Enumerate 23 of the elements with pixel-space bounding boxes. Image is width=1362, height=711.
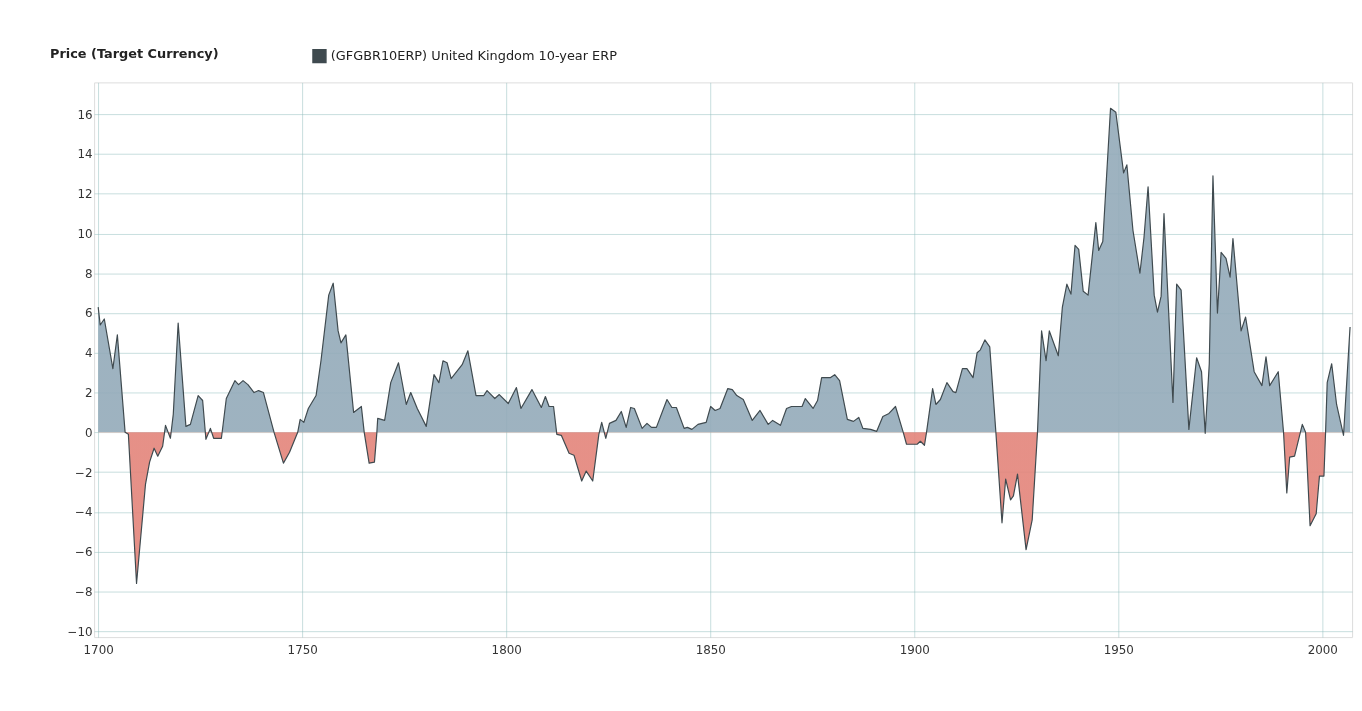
x-tick-label: 1750 <box>287 643 318 658</box>
y-tick-label: 14 <box>77 147 93 162</box>
x-tick-label: 1950 <box>1103 643 1134 658</box>
legend-label: (GFGBR10ERP) United Kingdom 10-year ERP <box>330 48 618 64</box>
y-tick-label: 2 <box>85 386 93 401</box>
x-tick-label: 2000 <box>1307 643 1338 658</box>
x-tick-label: 1700 <box>83 643 114 658</box>
x-tick-label: 1800 <box>491 643 522 658</box>
y-tick-label: 0 <box>85 425 93 440</box>
y-tick-label: −4 <box>75 505 93 520</box>
x-tick-label: 1850 <box>695 643 726 658</box>
y-tick-label: −8 <box>75 584 93 599</box>
y-tick-label: 8 <box>85 266 93 281</box>
y-tick-label: 6 <box>85 306 93 321</box>
y-tick-label: 10 <box>77 226 93 241</box>
y-tick-label: −10 <box>67 624 93 639</box>
y-tick-label: −6 <box>75 545 93 560</box>
y-tick-label: 4 <box>85 346 93 361</box>
y-tick-label: 12 <box>77 187 93 202</box>
y-axis-title: Price (Target Currency) <box>50 46 219 62</box>
y-tick-label: −2 <box>75 465 93 480</box>
y-tick-label: 16 <box>77 107 93 122</box>
x-tick-label: 1900 <box>899 643 930 658</box>
